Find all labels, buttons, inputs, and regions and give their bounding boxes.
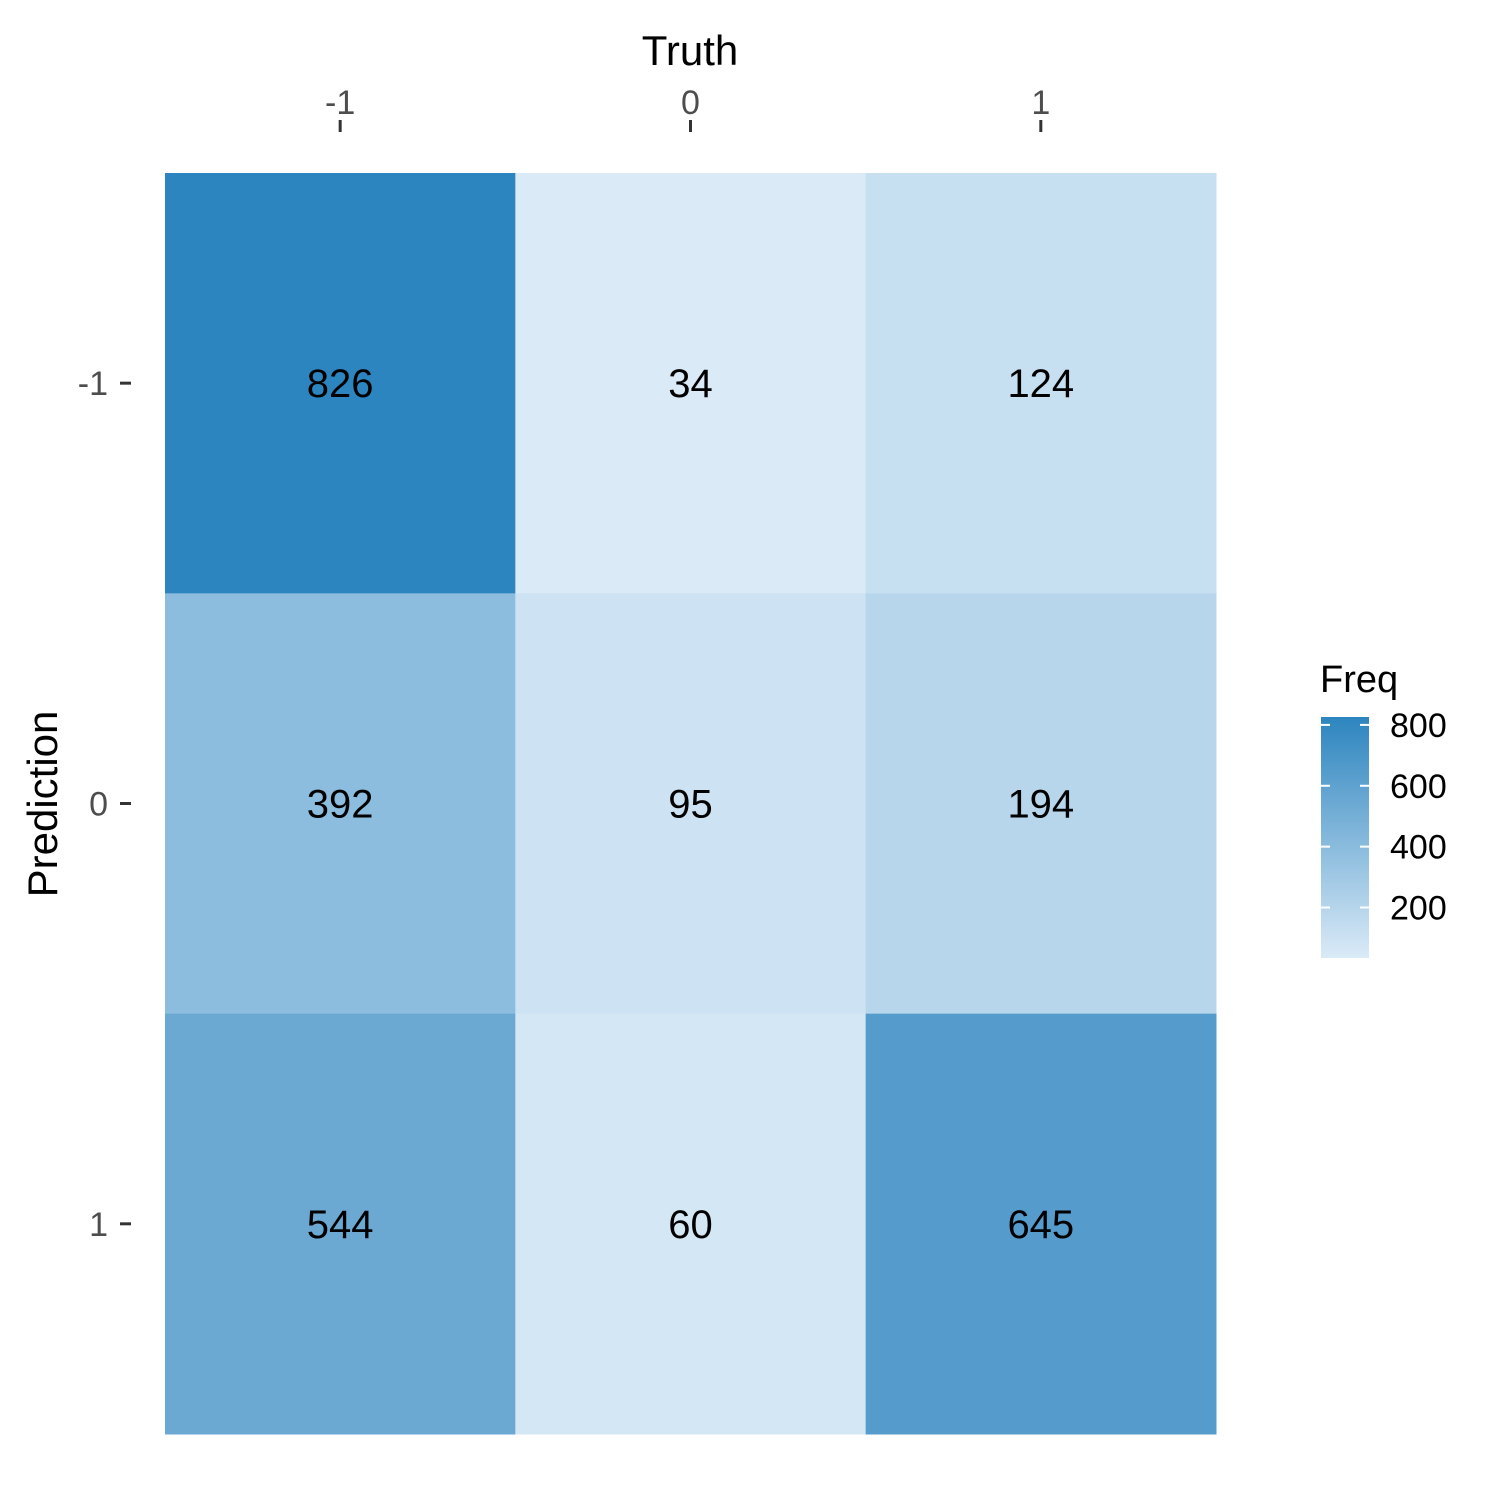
legend-tick-label: 400: [1390, 829, 1447, 867]
heatmap-cell: [165, 593, 516, 1015]
cell-value-label: 124: [1007, 362, 1074, 406]
cell-value-label: 645: [1007, 1203, 1074, 1247]
cell-value-label: 194: [1007, 782, 1074, 826]
legend-title: Freq: [1320, 659, 1398, 701]
heatmap-cell-labels: 826 34 124 392 95 194 544 60 645: [307, 362, 1074, 1247]
x-tick-label: 0: [681, 84, 700, 122]
legend-tick-label: 600: [1390, 768, 1447, 806]
y-tick-label: 1: [89, 1206, 108, 1244]
heatmap-cell: [865, 173, 1217, 594]
heatmap-cell: [515, 1013, 867, 1435]
legend-tick-label: 200: [1390, 889, 1447, 927]
legend: Freq 800 600 400 200: [1320, 659, 1447, 958]
legend-colorbar: [1321, 717, 1369, 958]
y-tick-label: -1: [78, 365, 108, 403]
cell-value-label: 34: [668, 362, 713, 406]
x-tick-label: 1: [1031, 84, 1050, 122]
cell-value-label: 60: [668, 1203, 713, 1247]
heatmap-cell: [165, 173, 516, 594]
legend-ticks: 800 600 400 200: [1321, 707, 1447, 927]
heatmap-cells: [165, 173, 1217, 1435]
heatmap-cell: [165, 1013, 516, 1435]
heatmap-cell: [865, 593, 1217, 1015]
x-tick-label: -1: [325, 84, 355, 122]
y-axis-ticks: -1 0 1: [78, 365, 131, 1244]
cell-value-label: 544: [307, 1203, 374, 1247]
y-tick-label: 0: [89, 785, 108, 823]
cell-value-label: 826: [307, 362, 374, 406]
x-axis-title: Truth: [642, 27, 738, 74]
legend-tick-label: 800: [1390, 707, 1447, 745]
y-axis-title: Prediction: [19, 711, 66, 898]
heatmap-cell: [515, 593, 867, 1015]
heatmap-cell: [515, 173, 867, 594]
x-axis-ticks: -1 0 1: [325, 84, 1050, 132]
heatmap-cell: [865, 1013, 1217, 1435]
cell-value-label: 95: [668, 782, 713, 826]
cell-value-label: 392: [307, 782, 374, 826]
